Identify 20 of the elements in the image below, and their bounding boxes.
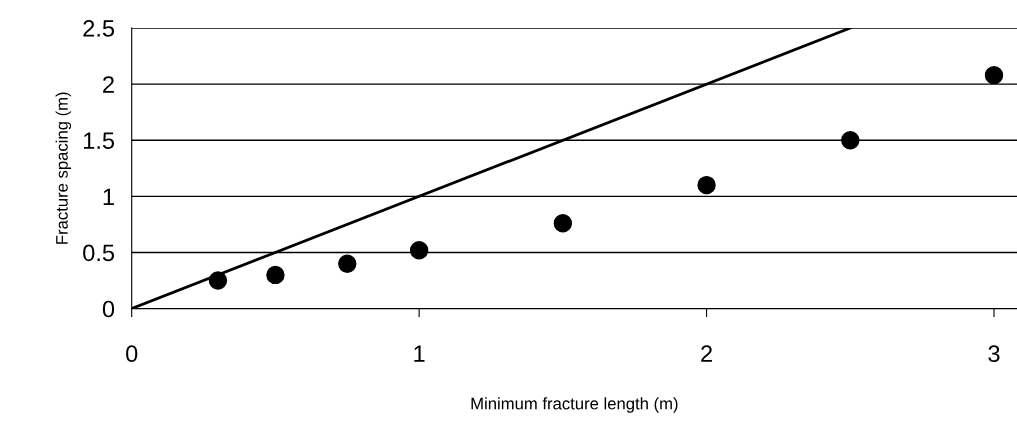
x-axis-title: Minimum fracture length (m) <box>471 397 678 413</box>
x-tick-label: 0 <box>126 345 138 363</box>
point <box>984 65 1004 85</box>
y-tick-label: 1 <box>103 188 114 205</box>
point <box>208 271 228 290</box>
point <box>266 265 285 285</box>
point <box>338 254 357 273</box>
y-tick-label: 2 <box>103 76 114 93</box>
y-tick-label: 0 <box>102 300 115 318</box>
point <box>697 175 716 195</box>
point <box>409 241 429 260</box>
y-axis-title: Fracture spacing (m) <box>55 92 72 244</box>
y-tick-label: 1.5 <box>84 132 115 150</box>
point <box>841 131 860 150</box>
x-tick-label: 2 <box>701 345 712 362</box>
y-tick-label: 2.5 <box>83 20 115 37</box>
point <box>553 214 573 233</box>
x-tick-label: 3 <box>988 345 1000 363</box>
x-tick-label: 1 <box>414 345 425 362</box>
y-tick-label: 0.5 <box>83 244 115 262</box>
